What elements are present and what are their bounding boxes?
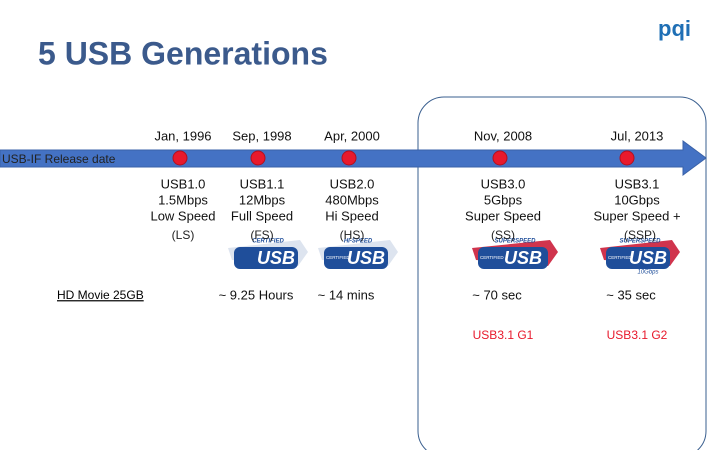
speed-abbrev: (SS)	[491, 228, 515, 242]
generation-name: USB3.1	[615, 176, 660, 191]
release-date: Jul, 2013	[611, 128, 664, 143]
release-date: Apr, 2000	[324, 128, 380, 143]
speed-abbrev: (LS)	[172, 228, 195, 242]
row-label: HD Movie 25GB	[57, 288, 144, 302]
badge-top: CERTIFIED	[252, 239, 284, 245]
badge-top: SUPERSPEED	[619, 239, 661, 245]
release-date: Nov, 2008	[474, 128, 532, 143]
release-date: Sep, 1998	[232, 128, 291, 143]
speed-name: Hi Speed	[325, 208, 378, 223]
badge-side: CERTIFIED	[608, 255, 632, 260]
transfer-time: ~ 35 sec	[606, 287, 656, 302]
badge-main: USB	[629, 248, 667, 268]
new-name: USB3.1 G2	[607, 328, 668, 342]
timeline-dot	[250, 150, 266, 166]
badge-main: USB	[257, 248, 295, 268]
timeline-dot	[492, 150, 508, 166]
badge-body	[478, 247, 548, 269]
badge-body	[234, 247, 298, 269]
speed-name: Super Speed +	[593, 208, 680, 223]
speed-abbrev: (FS)	[250, 228, 273, 242]
badge-top: HI-SPEED	[344, 239, 373, 245]
slide-title: 5 USB Generations	[38, 35, 328, 71]
data-rate: 1.5Mbps	[158, 192, 208, 207]
badge-main: USB	[504, 248, 542, 268]
badge-bottom: 10Gbps	[637, 270, 658, 276]
release-date: Jan, 1996	[154, 128, 211, 143]
transfer-time: ~ 14 mins	[318, 287, 375, 302]
generation-name: USB1.1	[240, 176, 285, 191]
transfer-time: ~ 70 sec	[472, 287, 522, 302]
timeline-label: USB-IF Release date	[2, 152, 116, 166]
badge-top: SUPERSPEED	[494, 239, 536, 245]
highlight-box	[417, 96, 707, 450]
timeline-dot	[172, 150, 188, 166]
speed-abbrev: (SSP)	[624, 228, 656, 242]
data-rate: 12Mbps	[239, 192, 286, 207]
data-rate: 10Gbps	[614, 192, 660, 207]
timeline-dot	[619, 150, 635, 166]
generation-name: USB2.0	[330, 176, 375, 191]
speed-name: Full Speed	[231, 208, 293, 223]
generation-name: USB1.0	[161, 176, 206, 191]
badge-body	[324, 247, 388, 269]
timeline-dot	[341, 150, 357, 166]
data-rate: 480Mbps	[325, 192, 379, 207]
logo: pqi	[658, 16, 691, 41]
speed-name: Super Speed	[465, 208, 541, 223]
transfer-time: ~ 9.25 Hours	[219, 287, 294, 302]
speed-name: Low Speed	[150, 208, 215, 223]
data-rate: 5Gbps	[484, 192, 523, 207]
badge-side: CERTIFIED	[326, 255, 350, 260]
generation-name: USB3.0	[481, 176, 526, 191]
badge-body	[606, 247, 670, 269]
badge-main: USB	[347, 248, 385, 268]
speed-abbrev: (HS)	[340, 228, 365, 242]
badge-side: CERTIFIED	[480, 255, 504, 260]
new-name: USB3.1 G1	[473, 328, 534, 342]
